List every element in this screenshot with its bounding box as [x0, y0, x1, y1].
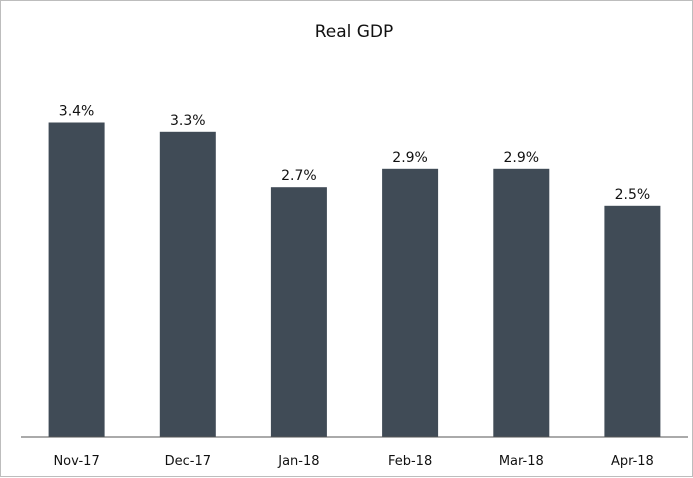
- value-label-apr-18: 2.5%: [615, 187, 651, 203]
- x-tick-labels-group: Nov-17 Dec-17 Jan-18 Feb-18 Mar-18 Apr-18: [53, 454, 653, 469]
- chart-title: Real GDP: [315, 22, 394, 42]
- bar-feb-18: [382, 168, 439, 438]
- value-label-dec-17: 3.3%: [170, 113, 206, 129]
- value-label-feb-18: 2.9%: [392, 150, 428, 166]
- x-tick-label-mar-18: Mar-18: [499, 454, 544, 469]
- bars-group: [48, 122, 661, 438]
- bar-nov-17: [48, 122, 105, 437]
- value-labels-group: 3.4% 3.3% 2.7% 2.9% 2.9% 2.5%: [59, 104, 650, 203]
- x-tick-label-nov-17: Nov-17: [53, 454, 99, 469]
- bar-dec-17: [159, 131, 216, 438]
- x-tick-label-jan-18: Jan-18: [277, 454, 319, 469]
- x-tick-label-apr-18: Apr-18: [611, 454, 654, 469]
- x-tick-label-feb-18: Feb-18: [388, 454, 432, 469]
- value-label-jan-18: 2.7%: [281, 168, 317, 184]
- value-label-mar-18: 2.9%: [504, 150, 540, 166]
- value-label-nov-17: 3.4%: [59, 104, 95, 120]
- bar-apr-18: [604, 205, 661, 438]
- x-tick-label-dec-17: Dec-17: [165, 454, 211, 469]
- bar-mar-18: [493, 168, 550, 438]
- bar-jan-18: [270, 187, 327, 437]
